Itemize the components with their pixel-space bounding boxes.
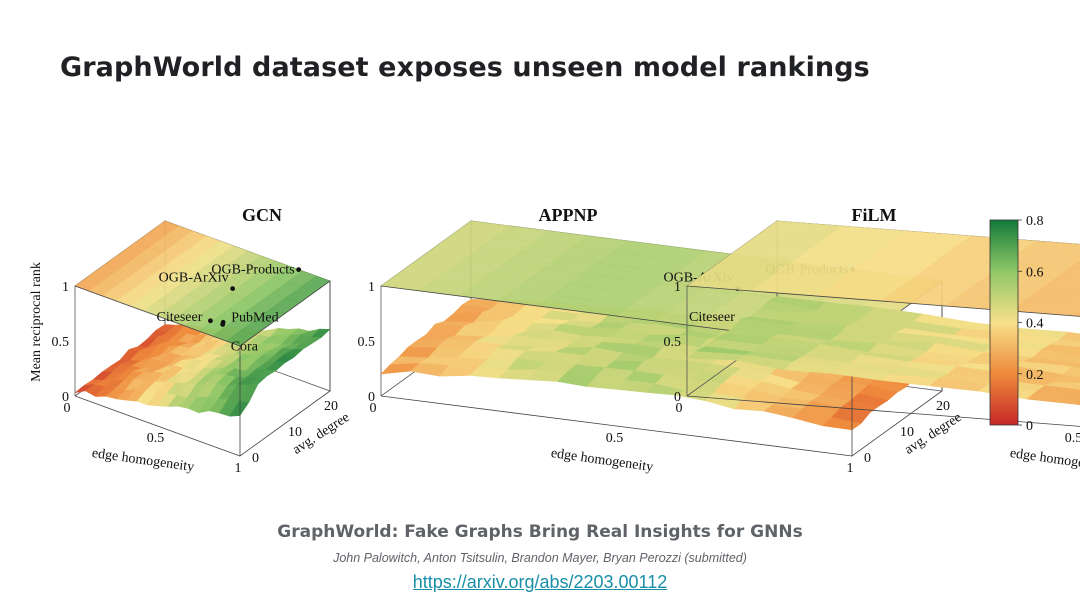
y-tick-label: 0 [864,451,871,466]
dataset-point [230,286,236,291]
plane-patch [1070,260,1080,269]
x-tick-label: 0.5 [606,431,624,446]
y-tick-label: 10 [288,425,302,440]
dataset-label: OGB-Products [211,263,294,278]
surface-patch [1053,374,1080,384]
x-tick-label: 0.5 [1065,431,1080,446]
surface-patch [1026,391,1080,405]
colorbar-tick-label: 0.2 [1026,368,1044,383]
panel-title: APPNP [539,205,598,225]
citation-link-wrapper: https://arxiv.org/abs/2203.00112 [0,572,1080,593]
surface-patch [1049,339,1080,348]
surface-patch [1074,400,1080,406]
y-tick-label: 20 [936,399,950,414]
plane-patch [1040,278,1080,293]
y-tick-label: 20 [324,399,338,414]
z-tick-label: 1 [674,280,681,295]
panel-title: GCN [242,205,282,225]
dataset-label: Cora [231,339,259,354]
z-tick-label: 1 [368,280,375,295]
axis-x-line [686,395,1080,427]
surface-patch [1071,364,1080,368]
z-tick-label: 0.5 [52,335,70,350]
panel-front-frame [74,280,331,457]
slide-title: GraphWorld dataset exposes unseen model … [60,52,870,83]
colorbar: 0 0.2 0.4 0.6 0.8 [989,214,1044,434]
colorbar-gradient [989,219,1019,426]
z-tick-label: 1 [62,280,69,295]
surface-patch [1058,331,1080,343]
y-tick-label: 0 [252,451,259,466]
dataset-point [220,322,226,327]
z-tick-label: 0.5 [358,335,376,350]
x-tick-label: 0 [370,401,377,416]
dataset-label: Citeseer [689,310,735,325]
colorbar-tick-label: 0.6 [1026,265,1044,280]
z-axis-label: Mean reciprocal rank [29,262,44,382]
x-axis-label: edge homogeneity [1009,446,1080,475]
z-tick-label: 0 [368,390,375,405]
surface-patch [1062,366,1080,378]
paper-link[interactable]: https://arxiv.org/abs/2203.00112 [412,572,668,592]
dataset-label: OGB-ArXiv [159,271,229,286]
x-axis-label: edge homogeneity [91,446,195,475]
colorbar-tick-label: 0 [1026,419,1033,434]
x-tick-label: 1 [847,461,854,476]
surface-patch [821,417,862,431]
axis-x-line [74,395,241,457]
dataset-point [208,318,213,324]
z-tick-label: 0 [674,390,681,405]
z-tick-label: 0.5 [664,335,682,350]
x-tick-label: 0 [64,401,71,416]
citation-authors: John Palowitch, Anton Tsitsulin, Brandon… [333,551,747,565]
x-tick-label: 1 [235,461,242,476]
panel-title: FiLM [852,205,897,225]
z-tick-label: 0 [62,390,69,405]
axis-x-line [380,395,853,457]
plane-patch [1055,267,1080,281]
surface-patch [229,401,250,417]
dataset-point [296,267,302,272]
colorbar-tick-label: 0.4 [1026,317,1044,332]
x-tick-label: 0 [676,401,683,416]
x-axis-label: edge homogeneity [550,446,654,475]
citation-title: GraphWorld: Fake Graphs Bring Real Insig… [277,522,803,542]
dataset-label: Citeseer [157,310,203,325]
plane-patch [1074,312,1080,317]
dataset-label: PubMed [231,310,278,325]
colorbar-tick-label: 0.8 [1026,214,1044,229]
x-tick-label: 0.5 [147,431,165,446]
y-tick-label: 10 [900,425,914,440]
